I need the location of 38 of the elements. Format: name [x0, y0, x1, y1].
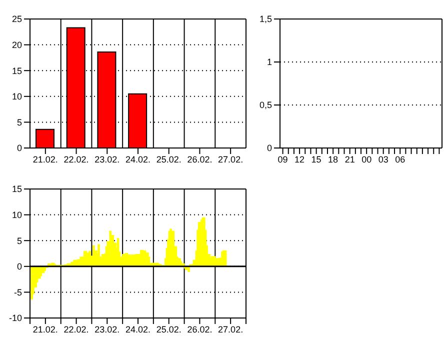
x-tick-label: 23.02. [94, 324, 120, 334]
x-tick-label: 25.02. [156, 154, 182, 164]
x-tick-label: 12 [294, 154, 305, 164]
x-tick-label: 03 [378, 154, 388, 164]
x-tick-label: 24.02. [125, 154, 151, 164]
y-tick-label: -5 [14, 287, 22, 298]
x-tick-label: 22.02. [64, 154, 89, 164]
x-tick-label: 21 [344, 154, 355, 164]
y-tick-label: 0 [266, 143, 272, 154]
x-tick-label: 15 [311, 154, 322, 164]
y-tick-label: 20 [12, 40, 22, 50]
y-tick-label: 5 [16, 117, 22, 128]
x-tick-label: 24.02. [125, 324, 151, 334]
x-tick-label: 26.02. [187, 324, 212, 334]
y-tick-label: 15 [12, 184, 22, 194]
y-tick-label: 5 [16, 236, 22, 246]
x-tick-label: 25.02. [156, 324, 182, 334]
y-tick-label: 25 [12, 14, 22, 24]
y-tick-label: 1 [266, 57, 272, 68]
y-tick-label: 0 [16, 143, 22, 154]
x-tick-label: 23.02. [94, 154, 120, 164]
y-tick-label: 0,5 [259, 100, 272, 110]
y-tick-label: 15 [12, 66, 22, 76]
y-tick-label: 10 [12, 210, 22, 220]
y-tick-label: 1,5 [259, 14, 272, 24]
x-tick-label: 27.02. [218, 324, 244, 334]
x-tick-label: 06 [395, 154, 406, 164]
x-tick-label: 00 [362, 154, 372, 164]
x-tick-label: 27.02. [218, 154, 244, 164]
y-tick-label: 0 [16, 262, 22, 272]
x-tick-label: 26.02. [187, 154, 212, 164]
y-tick-label: -10 [8, 313, 22, 324]
x-tick-label: 21.02. [32, 154, 58, 164]
x-tick-label: 21.02. [32, 324, 58, 334]
x-tick-label: 18 [328, 154, 338, 164]
x-tick-label: 09 [278, 154, 288, 164]
x-tick-label: 22.02. [64, 324, 89, 334]
y-tick-label: 10 [12, 92, 22, 102]
